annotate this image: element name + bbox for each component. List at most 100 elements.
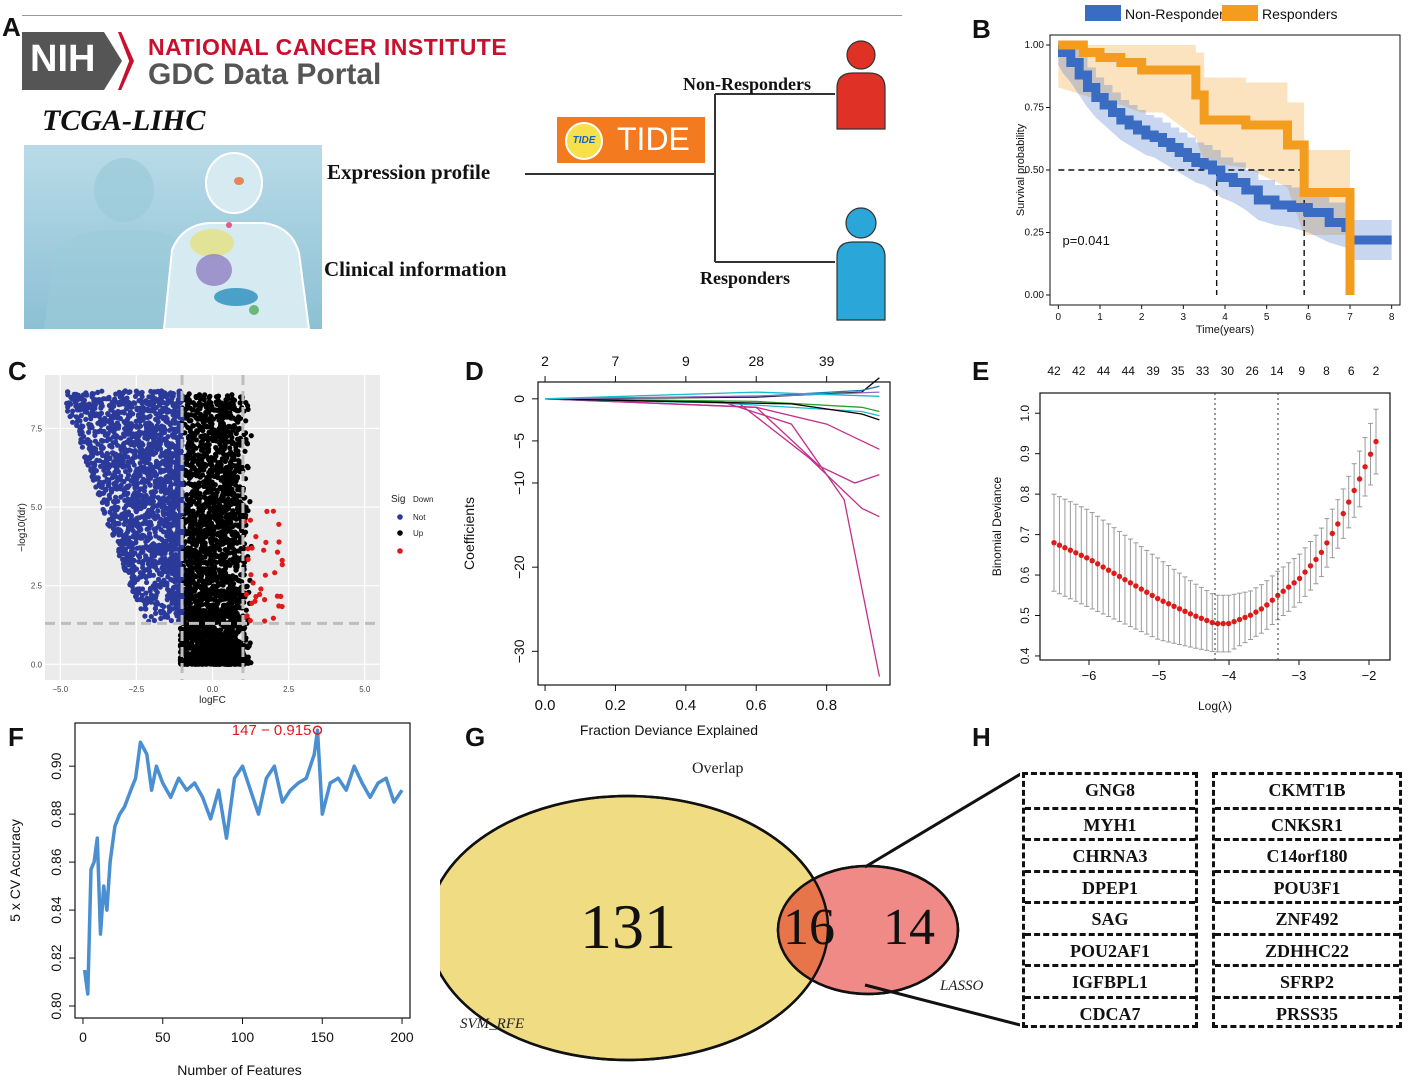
volcano-point [193,660,199,666]
volcano-point [226,473,232,480]
volcano-point [172,511,178,517]
volcano-point [105,465,111,471]
volcano-point [227,557,233,563]
x-axis-label: logFC [199,695,226,706]
volcano-point [245,406,251,412]
volcano-point [147,519,154,525]
volcano-point [164,564,170,570]
volcano-point [276,539,282,545]
volcano-point [121,505,128,511]
volcano-point [171,515,177,521]
volcano-point [165,614,171,620]
volcano-point [187,428,193,434]
volcano-point [197,560,203,566]
volcano-point [170,409,176,415]
volcano-point [144,600,150,606]
volcano-point [225,479,231,485]
volcano-point [153,533,159,539]
volcano-point [186,480,192,486]
volcano-point [176,487,182,493]
deviance-point [1204,617,1210,624]
volcano-point [146,394,152,400]
volcano-point [222,554,228,560]
volcano-point [175,441,181,447]
deviance-point [1127,580,1134,586]
volcano-point [225,405,231,411]
volcano-point [203,647,209,653]
volcano-point [140,561,146,567]
volcano-point [146,402,153,408]
deviance-point [1160,598,1166,604]
volcano-point [107,443,113,449]
volcano-point [236,577,242,584]
x-tick-label: 100 [231,1029,255,1045]
volcano-point [234,441,240,447]
volcano-point [219,595,225,602]
volcano-point [64,400,70,406]
volcano-point [190,449,196,455]
volcano-point [147,568,153,574]
volcano-point [110,513,116,519]
gene-name: CDCA7 [1025,995,1195,1028]
volcano-point [104,476,110,483]
volcano-point [190,492,197,498]
volcano-point [207,399,213,405]
volcano-point [198,518,204,524]
volcano-point [202,463,209,469]
volcano-point [249,600,255,606]
volcano-point [127,582,133,588]
volcano-point [77,426,83,432]
volcano-point [132,540,138,546]
volcano-point [187,545,193,551]
volcano-point [227,660,233,666]
volcano-point [190,423,196,429]
volcano-point [222,425,228,431]
volcano-point [204,480,210,486]
volcano-point [116,402,122,408]
volcano-point [127,521,133,527]
volcano-point [167,391,173,398]
volcano-point [166,536,172,542]
gene-name: PRSS35 [1215,995,1399,1028]
volcano-point [125,459,131,465]
deviance-point [1242,614,1248,621]
top-tick-label: 2 [1373,364,1380,378]
volcano-point [226,505,232,511]
volcano-point [202,612,208,618]
volcano-point [229,453,235,459]
y-tick-label: 1.00 [1025,40,1045,51]
volcano-point [83,416,89,422]
volcano-point [156,496,162,502]
volcano-point [243,400,249,406]
volcano-point [186,529,192,535]
volcano-point [140,572,146,578]
coef-path-coef-h [544,398,880,413]
volcano-point [126,483,132,489]
volcano-point [228,628,235,635]
volcano-point [264,508,270,514]
volcano-point [167,422,173,428]
volcano-point [163,454,169,460]
volcano-point [279,562,285,568]
top-tick-label: 42 [1072,364,1086,378]
deviance-point [1335,521,1341,527]
volcano-point [165,506,172,512]
volcano-point [219,518,225,524]
volcano-point [220,414,226,420]
volcano-point [279,603,285,610]
volcano-point [148,408,154,414]
volcano-point [234,474,240,480]
volcano-point [237,642,243,648]
volcano-point [118,447,125,453]
volcano-point [223,465,229,471]
y-tick-label: −10 [511,471,527,495]
volcano-point [155,462,161,468]
volcano-point [146,431,152,438]
y-tick-label: 0.5 [1018,607,1032,624]
x-tick-label: 0 [79,1029,87,1045]
top-tick-label: 7 [612,353,620,369]
volcano-point [223,570,229,576]
volcano-point [168,618,174,624]
volcano-point [218,560,224,566]
